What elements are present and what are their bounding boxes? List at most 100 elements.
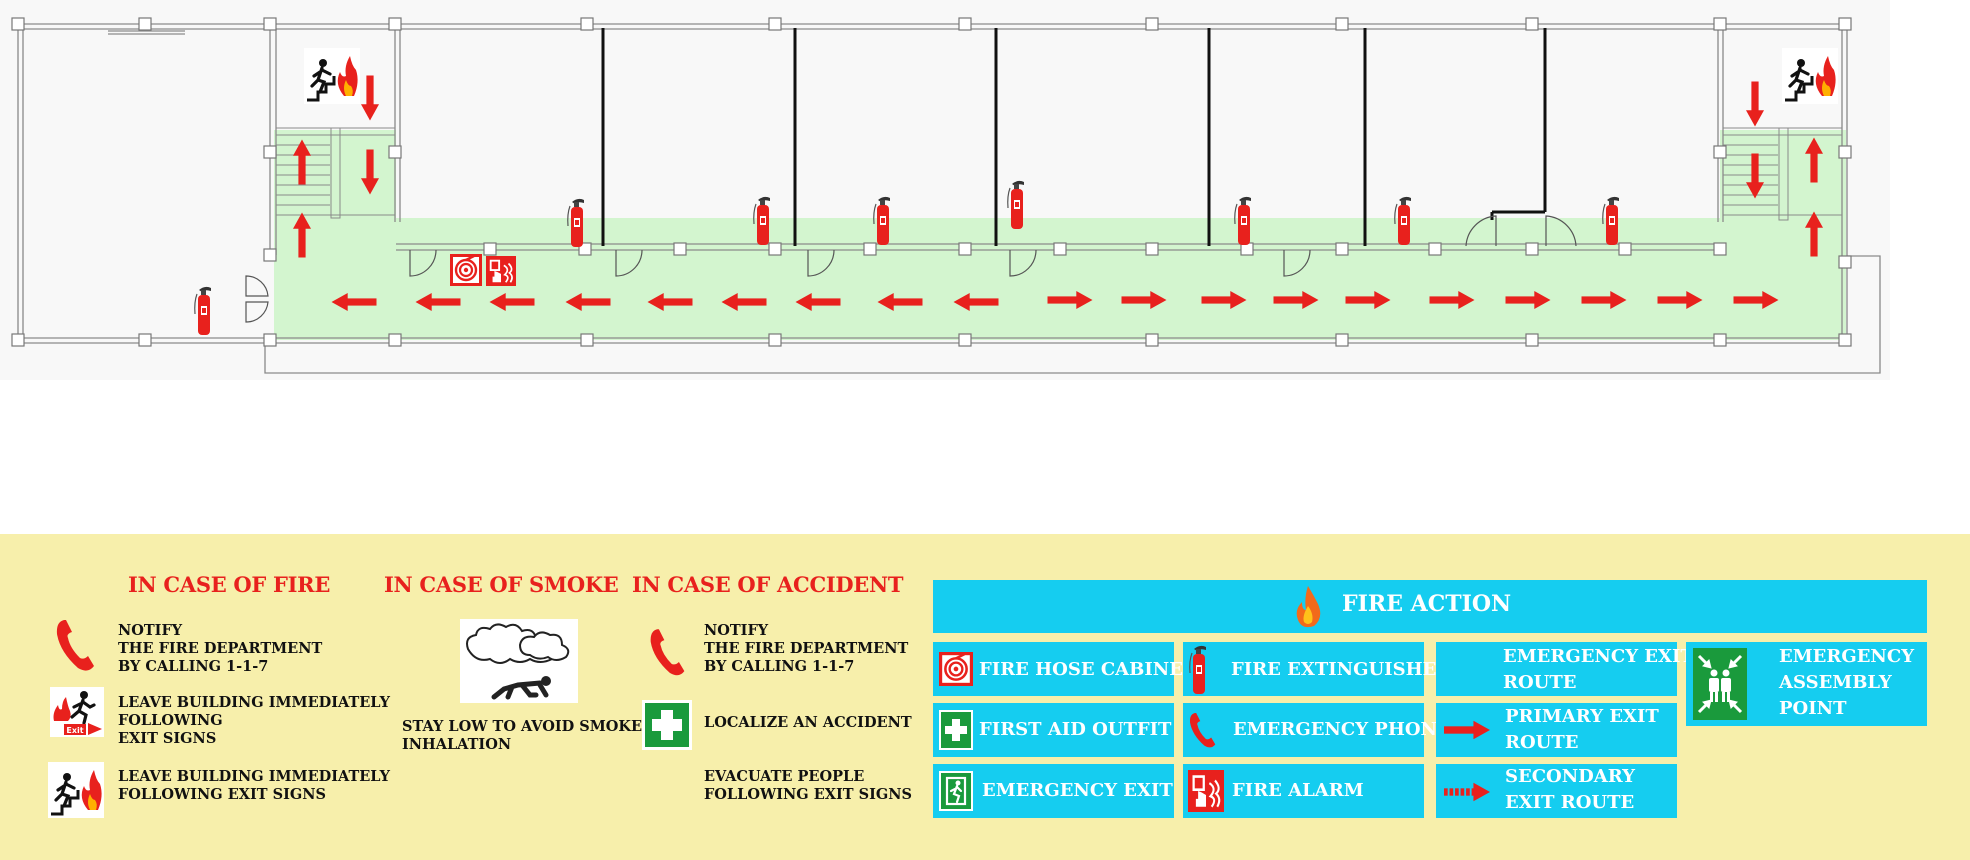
column-post <box>1335 17 1349 31</box>
column-post <box>11 17 25 31</box>
column-post <box>1145 333 1159 347</box>
right-stair-landing <box>1720 130 1846 222</box>
column-post <box>1525 17 1539 31</box>
column-post <box>1713 333 1727 347</box>
column-post <box>1525 242 1539 256</box>
primary-route-arrow-icon <box>361 75 379 121</box>
column-post <box>1335 333 1349 347</box>
fire-hose-cabinet-icon <box>939 652 973 686</box>
column-post <box>1618 242 1632 256</box>
legend-first-aid-outfit <box>933 703 1174 757</box>
legend-label: FIRE ALARM <box>1232 780 1364 801</box>
legend-label: EMERGENCY EXIT ROUTE <box>1503 646 1694 693</box>
secondary-route-arrow-icon <box>1444 782 1490 802</box>
exit-sign-icon: Exit <box>50 687 104 737</box>
column-post <box>958 242 972 256</box>
legend-label: FIRE EXTINGUISHER <box>1231 659 1452 680</box>
column-post <box>263 17 277 31</box>
column-posts <box>11 17 1852 347</box>
column-post <box>580 333 594 347</box>
legend-emergency-exit <box>933 764 1174 818</box>
section-title-fire: IN CASE OF FIRE <box>128 572 331 597</box>
legend-emergency-phone <box>1183 703 1424 757</box>
column-post <box>1713 145 1727 159</box>
legend-label: PRIMARY EXIT ROUTE <box>1505 706 1659 753</box>
column-post <box>1335 242 1349 256</box>
column-post <box>1838 17 1852 31</box>
legend-fire-hose-cabinet <box>933 642 1174 696</box>
fire-alarm-icon <box>486 256 516 286</box>
fire-escape-stairs-icon <box>1782 48 1838 104</box>
column-post <box>388 17 402 31</box>
floor-plan <box>0 0 1890 380</box>
fire-alarm-icon <box>1188 770 1224 812</box>
accident-evacuate-text: EVACUATE PEOPLE FOLLOWING EXIT SIGNS <box>704 768 912 803</box>
column-post <box>580 17 594 31</box>
column-post <box>863 242 877 256</box>
legend-emergency-exit-route <box>1436 642 1677 696</box>
column-post <box>1428 242 1442 256</box>
section-title-accident: IN CASE OF ACCIDENT <box>632 572 904 597</box>
column-post <box>263 333 277 347</box>
primary-route-arrow-icon <box>1444 720 1490 740</box>
flame-icon <box>1296 586 1321 628</box>
first-aid-icon <box>939 710 973 750</box>
crawl-under-smoke-icon <box>460 619 578 703</box>
fire-extinguisher-icon <box>194 286 212 336</box>
column-post <box>263 248 277 262</box>
corridor-floor <box>274 218 1846 340</box>
column-post <box>1838 145 1852 159</box>
fire-notify-text: NOTIFY THE FIRE DEPARTMENT BY CALLING 1-… <box>118 622 323 675</box>
assembly-point-icon <box>1693 648 1747 720</box>
column-post <box>768 242 782 256</box>
column-post <box>673 242 687 256</box>
column-post <box>1838 255 1852 269</box>
column-post <box>483 242 497 256</box>
first-aid-icon <box>642 700 692 750</box>
column-post <box>768 17 782 31</box>
column-post <box>1145 242 1159 256</box>
phone-icon <box>56 620 94 671</box>
svg-text:Exit: Exit <box>66 726 83 735</box>
fire-escape-stairs-icon <box>48 762 104 818</box>
smoke-text: STAY LOW TO AVOID SMOKE INHALATION <box>402 718 643 753</box>
column-post <box>768 333 782 347</box>
phone-icon <box>1189 712 1216 748</box>
accident-notify-text: NOTIFY THE FIRE DEPARTMENT BY CALLING 1-… <box>704 622 909 675</box>
column-post <box>1145 17 1159 31</box>
column-post <box>138 17 152 31</box>
fire-action-header <box>933 580 1927 633</box>
column-post <box>1713 17 1727 31</box>
column-post <box>958 333 972 347</box>
fire-action-title: FIRE ACTION <box>1342 591 1512 617</box>
primary-route-arrow-icon <box>1746 81 1764 127</box>
column-post <box>263 145 277 159</box>
column-post <box>388 145 402 159</box>
accident-localize-text: LOCALIZE AN ACCIDENT <box>704 714 912 731</box>
column-post <box>1053 242 1067 256</box>
doors <box>245 215 1577 323</box>
fire-leave-text: LEAVE BUILDING IMMEDIATELY FOLLOWING EXI… <box>118 694 390 747</box>
column-post <box>1713 242 1727 256</box>
phone-icon <box>650 629 685 676</box>
column-post <box>1525 333 1539 347</box>
legend-fire-extinguisher <box>1183 642 1424 696</box>
emergency-exit-icon <box>939 771 973 811</box>
legend-label: EMERGENCY EXIT <box>982 780 1173 801</box>
left-stair-landing <box>274 130 396 222</box>
fire-leave-stairs-text: LEAVE BUILDING IMMEDIATELY FOLLOWING EXI… <box>118 768 390 803</box>
legend-label: EMERGENCY ASSEMBLY POINT <box>1779 646 1915 719</box>
fire-extinguisher-icon <box>1189 645 1207 695</box>
column-post <box>578 242 592 256</box>
section-title-smoke: IN CASE OF SMOKE <box>384 572 619 597</box>
fire-hose-cabinet-icon <box>450 254 482 286</box>
column-post <box>138 333 152 347</box>
legend-label: FIRE HOSE CABINET <box>979 659 1197 680</box>
column-post <box>11 333 25 347</box>
column-post <box>388 333 402 347</box>
legend-label: FIRST AID OUTFIT <box>979 719 1172 740</box>
fire-escape-stairs-icon <box>304 48 360 104</box>
legend-label: SECONDARY EXIT ROUTE <box>1505 766 1636 813</box>
column-post <box>1838 333 1852 347</box>
floor-plan-drawing <box>11 17 1881 374</box>
